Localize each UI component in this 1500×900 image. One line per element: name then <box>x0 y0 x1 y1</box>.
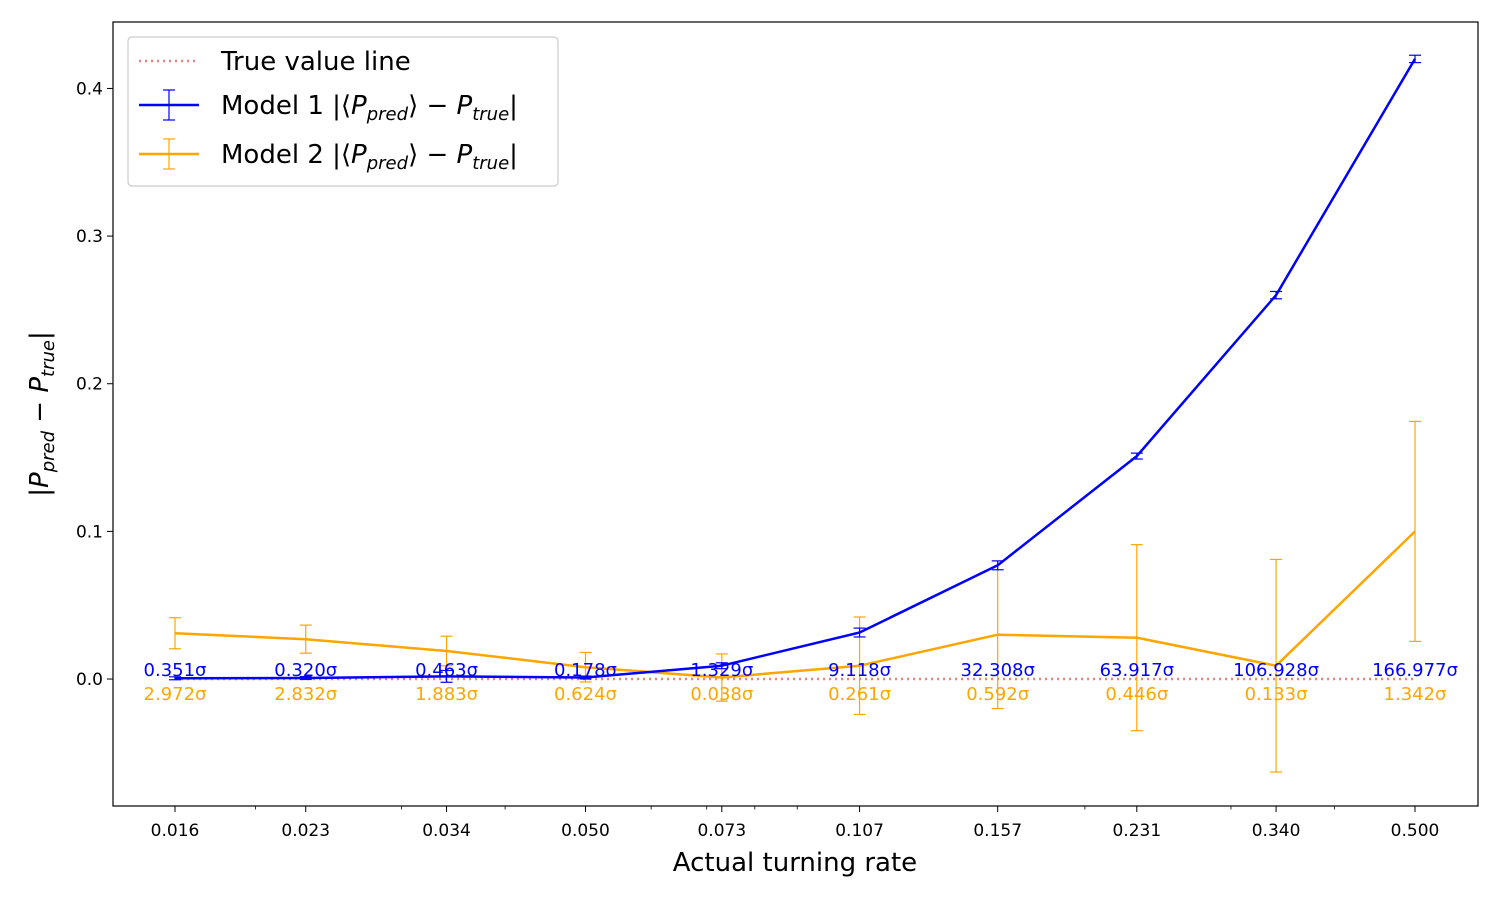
x-tick-label: 0.073 <box>697 821 746 841</box>
y-tick-label: 0.3 <box>76 227 103 247</box>
sigma-label: 0.463σ <box>415 660 478 681</box>
x-tick-label: 0.050 <box>561 821 610 841</box>
legend-label-model-2: Model 2 |⟨Ppred⟩ − Ptrue| <box>221 140 518 174</box>
sigma-label: 1.883σ <box>415 684 478 705</box>
x-axis-label: Actual turning rate <box>673 848 917 878</box>
series-line <box>174 530 1416 679</box>
y-axis-label: |Ppred − Ptrue| <box>25 331 59 497</box>
sigma-label: 0.320σ <box>274 660 337 681</box>
axes: 0.0 0.1 0.2 0.3 0.4 0.016 0.023 0.034 0.050 0.073… <box>76 79 1439 841</box>
x-tick-label: 0.157 <box>973 821 1022 841</box>
sigma-label: 9.118σ <box>828 660 891 681</box>
y-tick-label: 0.4 <box>76 79 103 99</box>
sigma-label: 106.928σ <box>1233 660 1319 681</box>
sigma-label: 0.261σ <box>828 684 891 705</box>
plot-frame <box>112 21 1479 807</box>
plot-area: 0.351σ 0.320σ 0.463σ 0.178σ 1.329σ 9.118σ 32.3… <box>144 54 1458 773</box>
sigma-label: 0.351σ <box>144 660 207 681</box>
sigma-label: 1.329σ <box>690 660 753 681</box>
legend-label-reference: True value line <box>220 47 411 77</box>
x-tick-label: 0.500 <box>1391 821 1440 841</box>
x-tick-label: 0.231 <box>1112 821 1161 841</box>
x-tick-label: 0.034 <box>422 821 471 841</box>
legend-box <box>127 36 559 187</box>
sigma-label: 63.917σ <box>1100 660 1174 681</box>
y-tick-label: 0.1 <box>76 522 103 542</box>
sigma-label: 0.178σ <box>554 660 617 681</box>
sigma-label: 2.972σ <box>144 684 207 705</box>
sigma-label: 2.832σ <box>274 684 337 705</box>
sigma-label: 0.592σ <box>966 684 1029 705</box>
y-tick-label: 0.2 <box>76 375 103 395</box>
x-tick-label: 0.016 <box>151 821 200 841</box>
sigma-label: 32.308σ <box>961 660 1035 681</box>
sigma-label: 0.133σ <box>1245 684 1308 705</box>
sigma-label: 166.977σ <box>1372 660 1458 681</box>
x-tick-label: 0.023 <box>281 821 330 841</box>
sigma-label: 0.624σ <box>554 684 617 705</box>
legend: True value line Model 1 |⟨Ppred⟩ − Ptrue… <box>127 36 559 187</box>
legend-swatch-model-1 <box>139 89 199 121</box>
legend-label-model-1: Model 1 |⟨Ppred⟩ − Ptrue| <box>221 91 518 125</box>
y-tick-label: 0.0 <box>76 670 103 690</box>
x-tick-label: 0.340 <box>1252 821 1301 841</box>
legend-swatch-model-2 <box>139 138 199 170</box>
series-line <box>174 58 1417 680</box>
sigma-label: 0.446σ <box>1105 684 1168 705</box>
sigma-label: 0.038σ <box>690 684 753 705</box>
x-tick-label: 0.107 <box>835 821 884 841</box>
sigma-label: 1.342σ <box>1384 684 1447 705</box>
series-1 <box>169 54 1421 683</box>
